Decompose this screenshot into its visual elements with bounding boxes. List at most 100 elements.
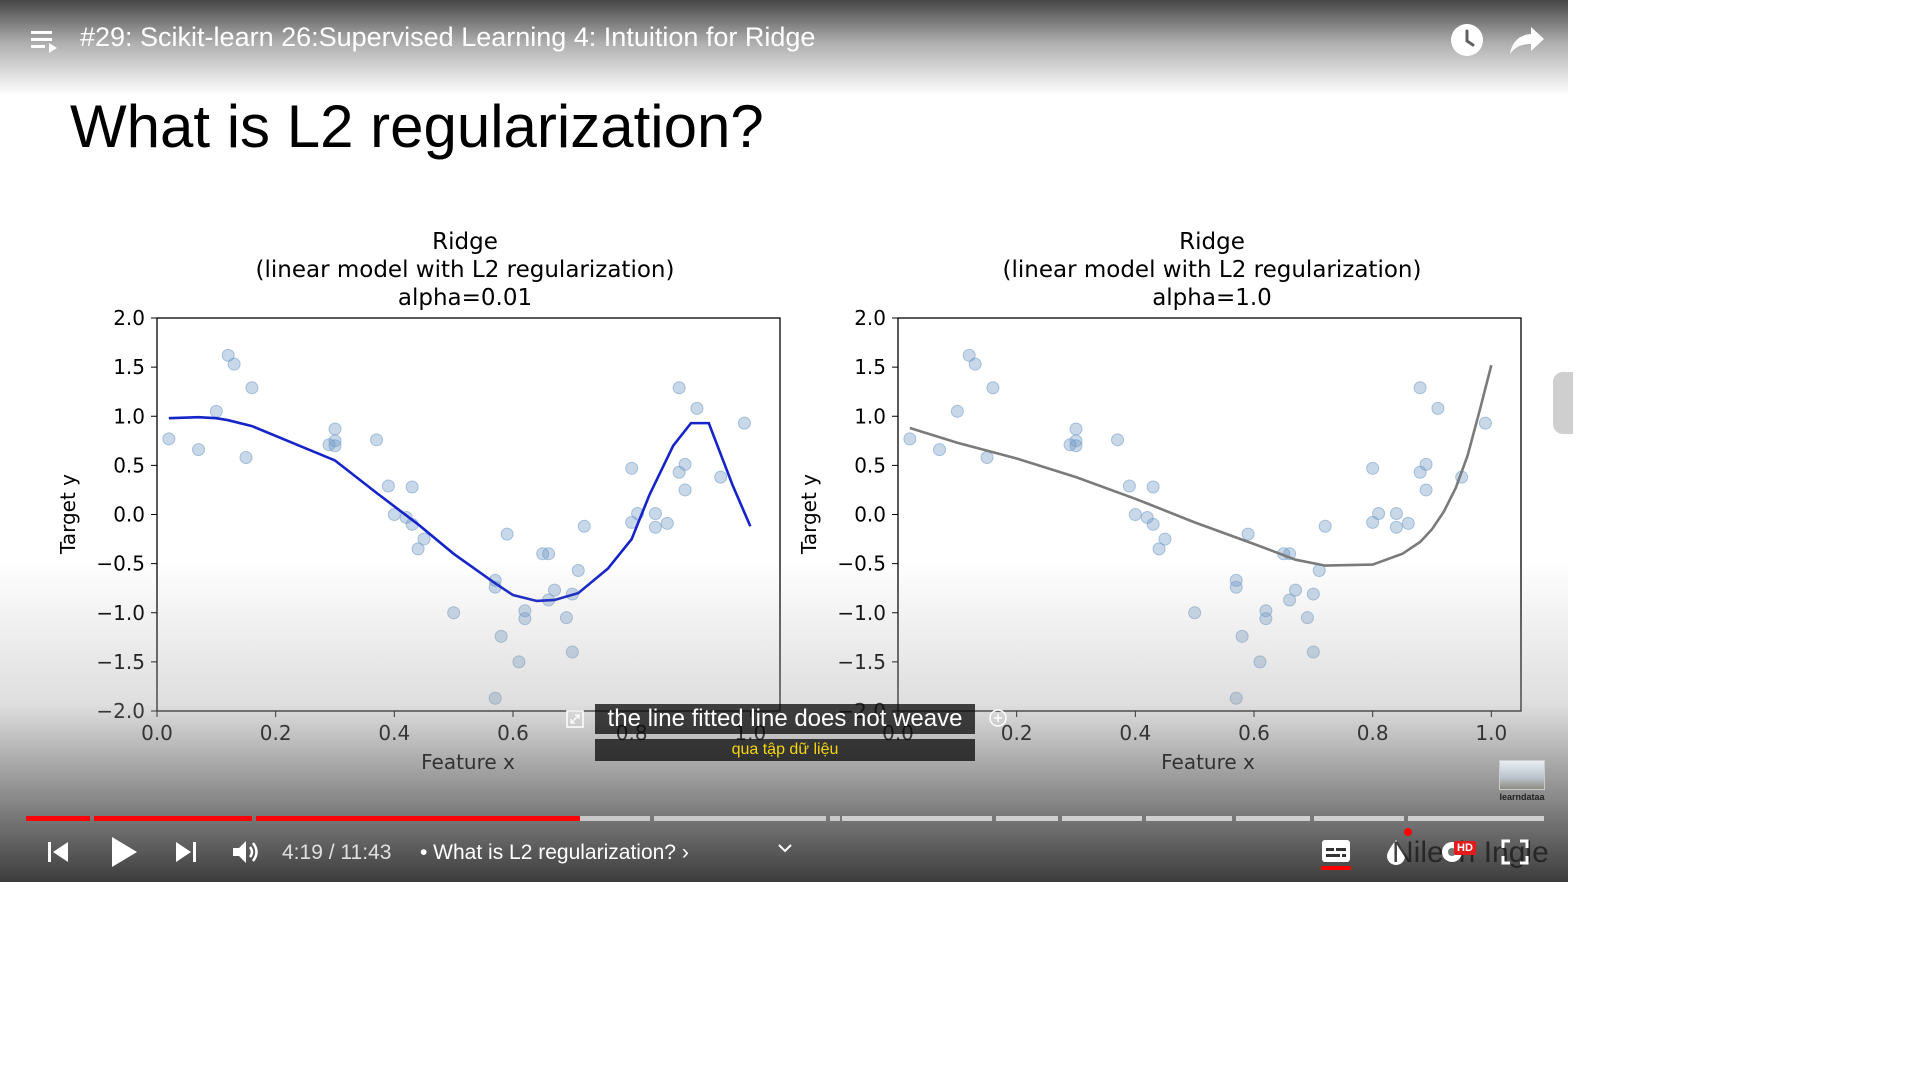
chart-2-data-point	[1366, 461, 1380, 475]
hd-badge: HD	[1454, 841, 1476, 855]
chart-1-data-point	[328, 434, 342, 448]
chart-1-data-point	[328, 422, 342, 436]
chart-2-ytick-label: 1.5	[854, 355, 886, 379]
chart-2-data-point	[903, 432, 917, 446]
chart-1-data-point	[227, 357, 241, 371]
time-display: 4:19 / 11:43	[282, 841, 391, 865]
chart-2-data-point	[1419, 483, 1433, 497]
caption-line-original: the line fitted line does not weave	[595, 704, 975, 734]
chart-2-data-point	[950, 404, 964, 418]
chart-2-data-point	[933, 443, 947, 457]
chart-1-data-point	[660, 516, 674, 530]
video-title[interactable]: #29: Scikit-learn 26:Supervised Learning…	[80, 22, 816, 52]
autoplay-indicator	[1404, 828, 1412, 836]
top-gradient-overlay	[0, 0, 1568, 95]
chart-2-data-point	[1401, 516, 1415, 530]
channel-name: learndataa	[1499, 792, 1545, 802]
chapter-title-button[interactable]: • What is L2 regularization? ›	[420, 841, 689, 864]
time-separator: /	[328, 841, 335, 864]
chart-1-data-point	[381, 479, 395, 493]
chart-2-title-line-1: Ridge	[1179, 229, 1245, 255]
chart-2-data-point	[1069, 434, 1083, 448]
playlist-icon[interactable]	[28, 24, 62, 58]
chart-2-data-point	[962, 348, 976, 362]
chart-1-data-point	[209, 404, 223, 418]
chevron-down-icon[interactable]	[776, 840, 794, 856]
chart-1-ytick-label: 0.0	[113, 503, 145, 527]
chart-2-data-point	[1069, 439, 1083, 453]
progress-played	[256, 816, 580, 821]
chart-1-data-point	[625, 461, 639, 475]
chart-1-data-point	[405, 480, 419, 494]
chart-1-title-line-2: (linear model with L2 regularization)	[256, 257, 675, 283]
chart-1-data-point	[672, 381, 686, 395]
chart-1-data-point	[370, 433, 384, 447]
chart-1-data-point	[542, 547, 556, 561]
play-icon[interactable]	[108, 834, 140, 870]
chart-2-fitted-line	[909, 364, 1493, 567]
chart-2-title-line-3: alpha=1.0	[1152, 285, 1272, 311]
side-panel-handle[interactable]	[1553, 372, 1573, 434]
chart-1-data-point	[411, 542, 425, 556]
chart-2-data-point	[1146, 517, 1160, 531]
chart-1-data-point	[387, 508, 401, 521]
subtitles-icon[interactable]	[1320, 838, 1352, 864]
fullscreen-icon[interactable]	[1500, 838, 1530, 866]
chart-2-data-point	[968, 357, 982, 371]
chart-1-title-line-1: Ridge	[432, 229, 498, 255]
watch-later-icon[interactable]	[1448, 21, 1486, 59]
volume-icon[interactable]	[230, 838, 262, 866]
subtitles-active-indicator	[1321, 866, 1351, 870]
chart-2-data-point	[1389, 520, 1403, 534]
caption-line-translation: qua tập dữ liệu	[595, 739, 975, 761]
chart-1-ytick-label: 1.0	[113, 404, 145, 428]
player-top-bar: #29: Scikit-learn 26:Supervised Learning…	[0, 0, 1568, 80]
chart-1-data-point	[162, 432, 176, 446]
next-icon[interactable]	[172, 838, 200, 866]
chart-2-data-point	[1478, 416, 1492, 430]
chart-1-ytick-label: 1.5	[113, 355, 145, 379]
chart-1-data-point	[417, 532, 431, 546]
chart-1-data-point	[500, 527, 514, 541]
progress-bar[interactable]	[26, 816, 1544, 821]
chart-1-ytick-label: 0.5	[113, 453, 145, 477]
chart-2-data-point	[1366, 515, 1380, 529]
chart-2-title-line-2: (linear model with L2 regularization)	[1003, 257, 1422, 283]
chart-2-data-point	[1069, 422, 1083, 436]
chart-2-data-point	[1372, 507, 1386, 521]
add-caption-icon[interactable]	[988, 708, 1008, 728]
chart-2-data-point	[1128, 508, 1142, 521]
chart-1-ylabel: Target y	[56, 474, 80, 555]
chart-1-data-point	[245, 381, 259, 395]
chart-2-ytick-label: 1.0	[854, 404, 886, 428]
chart-2-ylabel: Target y	[797, 474, 821, 555]
share-icon[interactable]	[1507, 21, 1547, 59]
chart-2-data-point	[1413, 381, 1427, 395]
chart-1-data-point	[690, 401, 704, 415]
expand-caption-icon[interactable]	[566, 710, 584, 728]
chart-1-data-point	[678, 483, 692, 497]
chart-2-data-point	[1146, 480, 1160, 494]
previous-icon[interactable]	[44, 838, 72, 866]
chart-1-data-point	[192, 443, 206, 457]
chart-2-data-point	[1122, 479, 1136, 493]
time-total: 11:43	[340, 841, 392, 864]
channel-logo[interactable]	[1499, 760, 1545, 790]
chart-1-data-point	[648, 520, 662, 534]
miniplayer-icon[interactable]	[1384, 838, 1408, 866]
chart-2-ytick-label: 0.5	[854, 453, 886, 477]
time-current: 4:19	[282, 841, 323, 864]
chart-2-data-point	[1111, 433, 1125, 447]
chart-2-data-point	[1419, 457, 1433, 471]
chart-2-data-point	[986, 381, 1000, 395]
chart-2-data-point	[1241, 527, 1255, 541]
slide-heading: What is L2 regularization?	[70, 93, 764, 160]
chart-2-data-point	[1431, 401, 1445, 415]
chart-2-ytick-label: 2.0	[854, 306, 886, 330]
chart-1-data-point	[239, 451, 253, 465]
chart-2-ytick-label: 0.0	[854, 503, 886, 527]
chart-1-title-line-3: alpha=0.01	[398, 285, 532, 311]
chart-2-data-point	[1318, 519, 1332, 533]
chart-1-data-point	[328, 439, 342, 453]
chart-1-data-point	[737, 416, 751, 430]
